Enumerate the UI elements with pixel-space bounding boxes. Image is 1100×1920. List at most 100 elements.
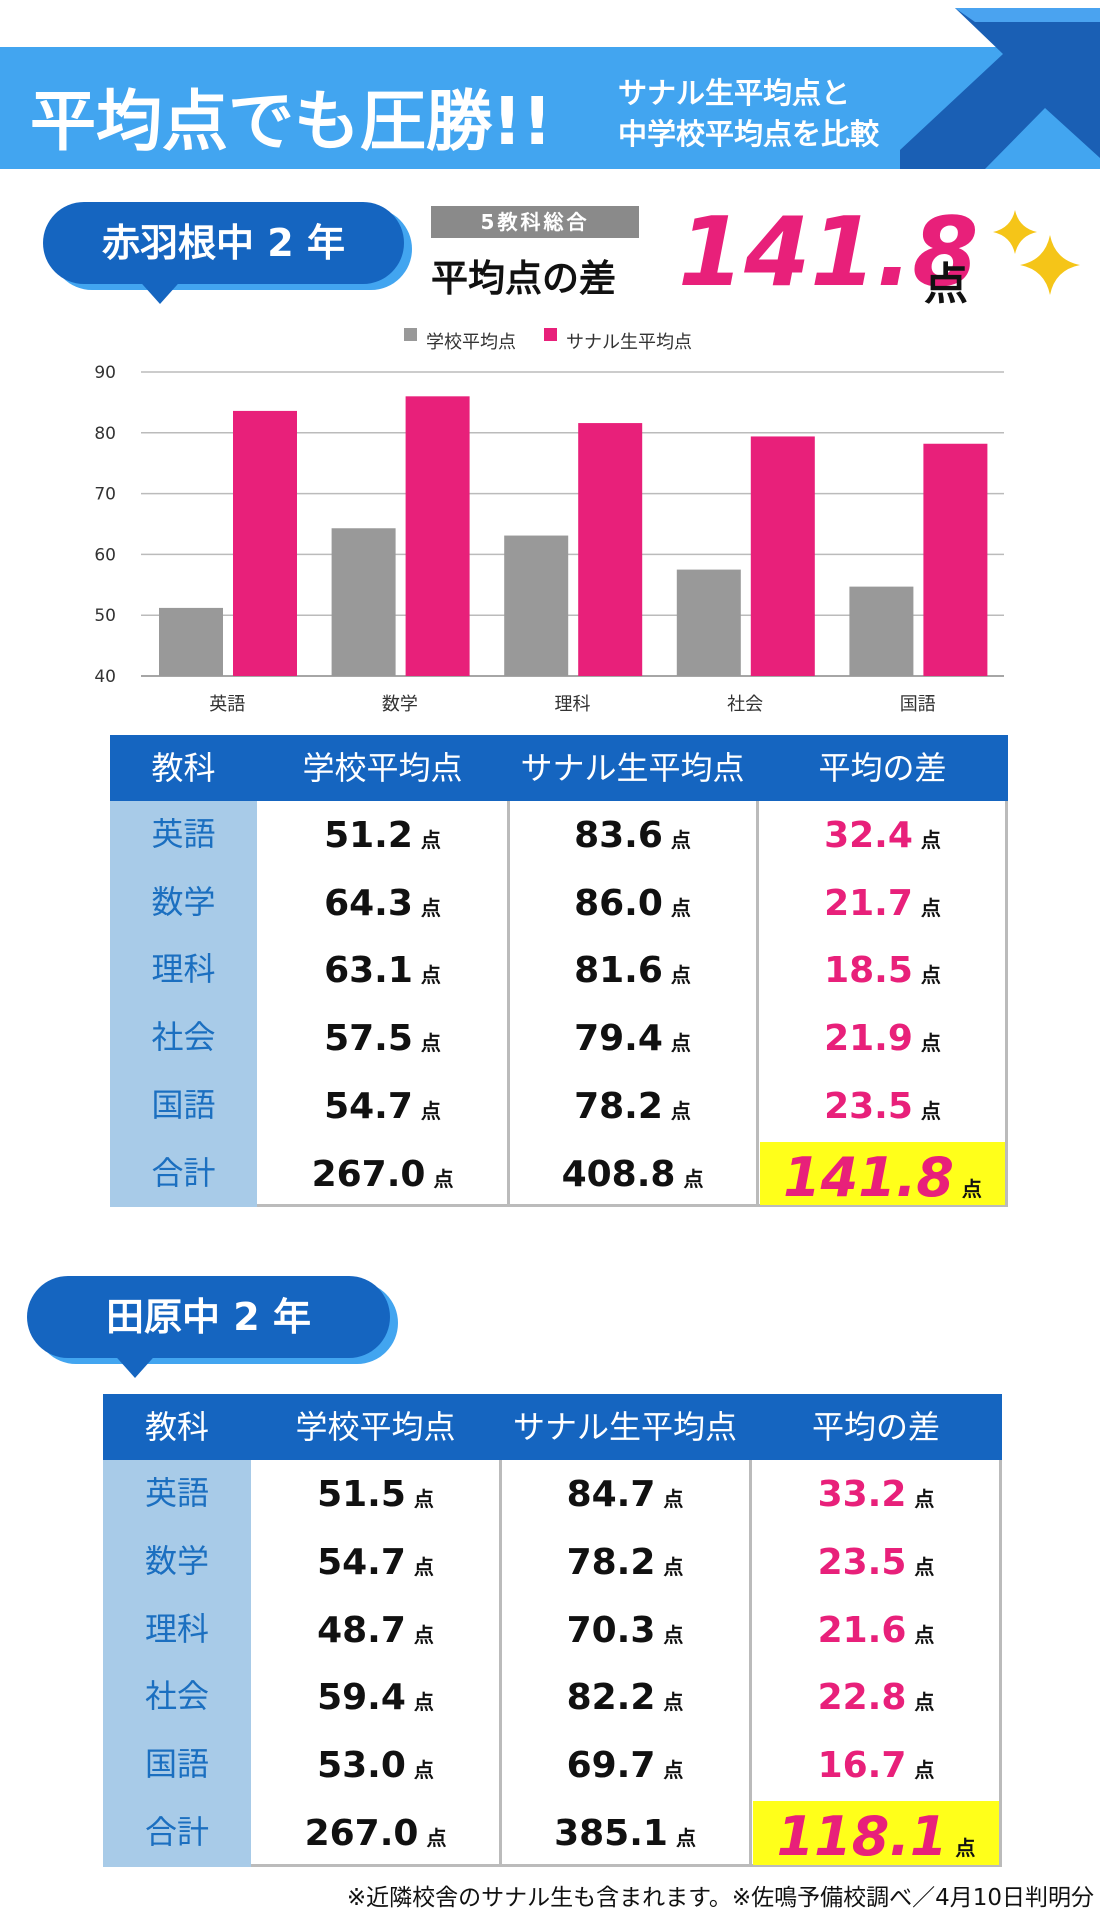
value: 78.2 xyxy=(566,1541,656,1583)
value: 83.6 xyxy=(574,815,663,856)
unit: 点 xyxy=(914,1487,935,1511)
unit: 点 xyxy=(920,1098,941,1123)
subject: 理科 xyxy=(144,1609,209,1648)
legend-swatch xyxy=(404,328,417,341)
unit: 点 xyxy=(433,1166,454,1191)
unit: 点 xyxy=(914,1554,935,1579)
legend-swatch xyxy=(544,328,557,341)
label-tail xyxy=(135,276,185,304)
value: 118.1 xyxy=(776,1805,948,1868)
value: 267.0 xyxy=(304,1813,419,1854)
unit: 点 xyxy=(914,1758,935,1783)
cell: 23.5 点 xyxy=(757,1072,1008,1140)
cell: 32.4 点 xyxy=(757,801,1008,869)
diff-label: 平均点の差 xyxy=(431,257,616,300)
value: 57.5 xyxy=(324,1018,413,1060)
cell: 54.7 点 xyxy=(251,1528,500,1596)
column-divider xyxy=(507,801,510,1208)
cell: 16.7 点 xyxy=(750,1731,1002,1799)
subject: 英語 xyxy=(144,1474,209,1512)
section-label: 田原中 2 年 xyxy=(106,1295,311,1339)
bar xyxy=(849,586,914,676)
cell: 21.9 点 xyxy=(757,1004,1008,1072)
subject: 国語 xyxy=(144,1745,209,1784)
value: 22.8 xyxy=(817,1677,907,1719)
bar xyxy=(578,423,643,676)
x-tick-label: 数学 xyxy=(382,694,418,715)
unit: 点 xyxy=(413,1690,434,1715)
cell: 84.7 点 xyxy=(500,1460,750,1528)
value: 86.0 xyxy=(574,882,663,924)
column-header: 学校平均点 xyxy=(295,1408,456,1446)
cell: 53.0 点 xyxy=(251,1731,500,1799)
column-header: 平均の差 xyxy=(811,1408,940,1446)
bar xyxy=(504,535,569,676)
label-pill xyxy=(43,202,404,284)
value: 64.3 xyxy=(324,882,413,924)
cell: 79.4 点 xyxy=(508,1004,757,1072)
cell: 69.7 点 xyxy=(500,1731,750,1799)
cell: 78.2 点 xyxy=(508,1072,757,1140)
value: 408.8 xyxy=(561,1153,676,1195)
label-tail xyxy=(110,1350,160,1378)
table-header xyxy=(110,735,1008,801)
cell: 64.3 点 xyxy=(257,869,508,937)
subject: 数学 xyxy=(151,882,216,921)
value: 21.9 xyxy=(824,1018,913,1060)
label-pill xyxy=(27,1276,390,1358)
column-header: 学校平均点 xyxy=(302,749,463,787)
cell: 57.5 点 xyxy=(257,1004,508,1072)
cell: 33.2 点 xyxy=(750,1460,1002,1528)
legend-label: サナル生平均点 xyxy=(566,332,692,353)
unit: 点 xyxy=(914,1622,935,1647)
subject-column xyxy=(103,1460,251,1867)
cell: 267.0 点 xyxy=(257,1140,508,1208)
subject: 社会 xyxy=(144,1677,209,1716)
value: 267.0 xyxy=(311,1153,426,1195)
value: 54.7 xyxy=(324,1085,413,1127)
bar xyxy=(233,410,297,676)
unit: 点 xyxy=(920,963,941,988)
unit: 点 xyxy=(961,1176,982,1201)
subject: 社会 xyxy=(151,1018,216,1057)
unit: 点 xyxy=(920,895,941,920)
cell: 267.0 点 xyxy=(251,1799,500,1867)
value: 84.7 xyxy=(566,1474,656,1515)
unit: 点 xyxy=(426,1826,447,1850)
column-header: 教科 xyxy=(144,1408,209,1446)
value: 141.8 xyxy=(783,1145,954,1209)
value: 59.4 xyxy=(317,1677,406,1719)
legend-label: 学校平均点 xyxy=(426,332,516,353)
subject: 英語 xyxy=(151,815,216,853)
diff-value: 141.8 xyxy=(678,198,979,308)
cell: 48.7 点 xyxy=(251,1596,500,1664)
cell: 54.7 点 xyxy=(257,1072,508,1140)
value: 78.2 xyxy=(574,1085,663,1127)
x-tick-label: 社会 xyxy=(727,694,763,715)
x-tick-label: 英語 xyxy=(209,694,245,715)
value: 32.4 xyxy=(824,815,913,856)
unit: 点 xyxy=(675,1826,696,1850)
section-label: 赤羽根中 2 年 xyxy=(102,221,345,265)
value: 23.5 xyxy=(817,1541,907,1583)
value: 70.3 xyxy=(566,1609,656,1651)
cell: 78.2 点 xyxy=(500,1528,750,1596)
unit: 点 xyxy=(413,1554,434,1579)
unit: 点 xyxy=(670,1098,691,1123)
unit: 点 xyxy=(420,828,441,852)
cell: 21.6 点 xyxy=(750,1596,1002,1664)
cell: 63.1 点 xyxy=(257,936,508,1004)
page-title: 平均点でも圧勝!! xyxy=(30,83,553,160)
arrow xyxy=(900,8,1100,169)
bar xyxy=(331,528,396,676)
cell: 81.6 点 xyxy=(508,936,757,1004)
unit: 点 xyxy=(670,963,691,988)
badge-text: 5教科総合 xyxy=(480,210,590,234)
unit: 点 xyxy=(663,1690,684,1715)
bar xyxy=(405,396,470,676)
unit: 点 xyxy=(670,895,691,920)
column-header: サナル生平均点 xyxy=(512,1408,737,1446)
value: 33.2 xyxy=(817,1474,907,1515)
